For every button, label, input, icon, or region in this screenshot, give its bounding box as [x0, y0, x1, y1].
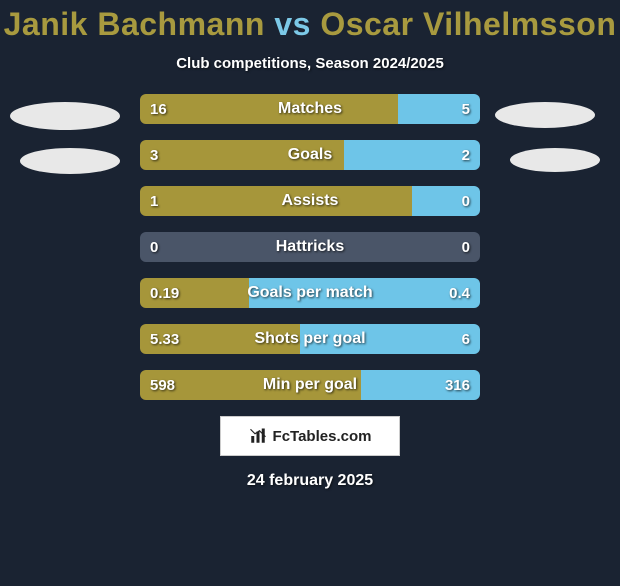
brand-box[interactable]: FcTables.com [220, 416, 400, 456]
stat-bar-right [300, 324, 480, 354]
comparison-title: Janik Bachmann vs Oscar Vilhelmsson [0, 6, 620, 43]
stat-bar-left [140, 140, 344, 170]
stat-bar-right [361, 370, 480, 400]
footer-date: 24 february 2025 [0, 472, 620, 490]
stat-row: 5.336Shots per goal [140, 324, 480, 354]
player-ellipse [10, 102, 120, 130]
player-ellipse [20, 148, 120, 174]
brand-text: FcTables.com [273, 428, 372, 445]
stat-bar-left [140, 94, 398, 124]
comparison-stage: 165Matches 32Goals 10Assists 00Hattricks 0.1… [0, 94, 620, 400]
bar-chart-icon [249, 427, 267, 445]
subtitle: Club competitions, Season 2024/2025 [0, 55, 620, 72]
stat-bar-right [412, 186, 480, 216]
stat-row: 0.190.4Goals per match [140, 278, 480, 308]
stat-bar-left [140, 278, 249, 308]
stat-bar-left [140, 186, 412, 216]
stat-bar-right [249, 278, 480, 308]
title-player2: Oscar Vilhelmsson [320, 6, 616, 42]
player-ellipse [510, 148, 600, 172]
title-vs: vs [265, 6, 320, 42]
stat-bar-left [140, 370, 361, 400]
stat-bar-neutral [140, 232, 480, 262]
stat-bars: 165Matches 32Goals 10Assists 00Hattricks 0.1… [140, 94, 480, 400]
stat-bar-right [344, 140, 480, 170]
stat-bar-left [140, 324, 300, 354]
player-ellipse [495, 102, 595, 128]
stat-row: 32Goals [140, 140, 480, 170]
stat-row: 598316Min per goal [140, 370, 480, 400]
stat-row: 165Matches [140, 94, 480, 124]
stat-row: 10Assists [140, 186, 480, 216]
title-player1: Janik Bachmann [4, 6, 265, 42]
stat-bar-right [398, 94, 480, 124]
stat-row: 00Hattricks [140, 232, 480, 262]
